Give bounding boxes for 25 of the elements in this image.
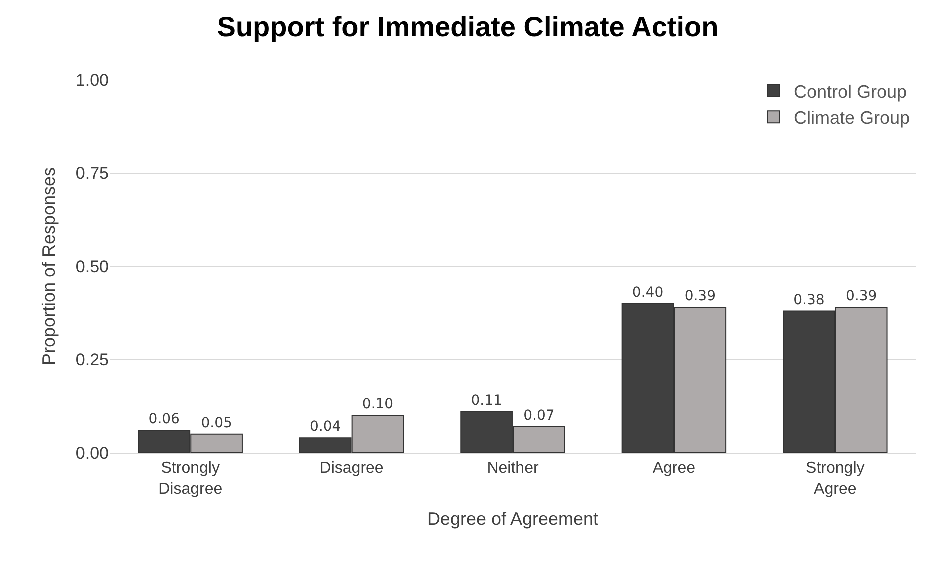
- data-label: 0.06: [148, 412, 180, 428]
- chart-title: Support for Immediate Climate Action: [217, 11, 719, 42]
- x-tick-label: Agree: [652, 460, 696, 478]
- data-label: 0.11: [471, 392, 502, 409]
- y-tick-label: 1.00: [76, 70, 109, 90]
- data-label: 0.40: [632, 284, 664, 301]
- y-tick-label: 0.00: [76, 444, 109, 463]
- legend-label: Climate Group: [794, 108, 910, 128]
- y-tick-label: 0.75: [76, 164, 109, 184]
- data-label: 0.39: [846, 288, 878, 305]
- x-axis-title: Degree of Agreement: [427, 509, 599, 530]
- data-label: 0.04: [310, 419, 342, 436]
- data-label: 0.07: [524, 408, 555, 424]
- data-label: 0.38: [794, 292, 825, 308]
- data-label: 0.05: [201, 415, 232, 432]
- legend-label: Control Group: [794, 82, 908, 102]
- x-tick-label: Strongly Agree: [806, 460, 865, 498]
- data-label: 0.39: [684, 288, 716, 305]
- y-axis-title: Proportion of Responses: [39, 167, 60, 366]
- x-tick-label: Neither: [487, 460, 540, 478]
- y-tick-label: 0.50: [76, 257, 109, 276]
- data-label: 0.10: [362, 396, 394, 413]
- y-tick-label: 0.25: [76, 350, 109, 370]
- x-tick-label: Disagree: [320, 460, 384, 478]
- x-tick-label: Strongly Disagree: [158, 460, 223, 498]
